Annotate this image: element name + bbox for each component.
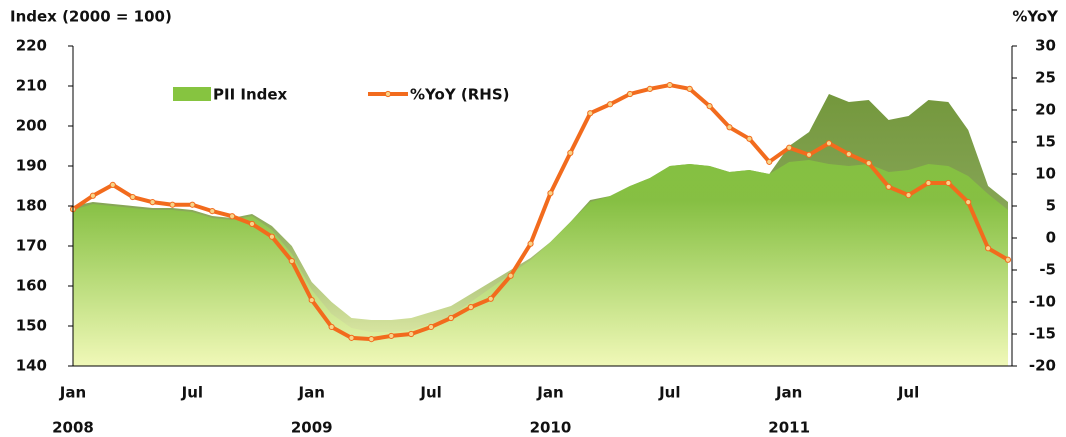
y-tick-label: 220 [16, 37, 47, 55]
marker [487, 295, 494, 302]
marker [845, 151, 852, 158]
legend-label: PII Index [213, 86, 288, 104]
marker [169, 201, 176, 208]
marker [447, 314, 455, 322]
y2-tick-label: 25 [1035, 69, 1056, 87]
marker [965, 199, 972, 206]
marker [726, 124, 733, 131]
marker [746, 135, 753, 142]
marker [527, 240, 534, 247]
y2-tick-label: -5 [1039, 261, 1056, 279]
marker [129, 193, 136, 201]
x-year-label: 2011 [768, 419, 810, 437]
marker [925, 179, 932, 187]
legend-label: %YoY (RHS) [410, 86, 510, 104]
marker [587, 110, 594, 117]
area [73, 160, 1008, 366]
y2-tick-label: 10 [1035, 165, 1056, 183]
y-tick-label: 190 [16, 157, 47, 175]
x-tick-label: Jul [897, 384, 919, 402]
marker [308, 296, 315, 304]
marker [567, 149, 574, 156]
marker [89, 192, 96, 199]
x-year-label: 2009 [291, 419, 333, 437]
marker [268, 233, 276, 240]
y2-axis-label: %YoY [1012, 8, 1059, 26]
marker [328, 323, 335, 331]
x-tick-label: Jul [419, 384, 441, 402]
marker [805, 151, 813, 158]
y2-tick-label: -20 [1029, 357, 1056, 375]
x-tick-label: Jan [536, 384, 563, 402]
marker [507, 272, 514, 279]
marker [626, 90, 634, 98]
marker [467, 304, 474, 311]
marker [109, 181, 116, 188]
marker [229, 213, 236, 220]
y2-tick-label: 20 [1035, 101, 1056, 119]
marker [547, 190, 554, 197]
y2-tick-label: 5 [1046, 197, 1056, 215]
marker [686, 85, 693, 92]
marker [825, 140, 833, 147]
marker [388, 332, 395, 340]
x-tick-label: Jul [658, 384, 680, 402]
y-tick-label: 200 [16, 117, 47, 135]
x-tick-label: Jan [298, 384, 325, 402]
x-year-label: 2010 [530, 419, 572, 437]
x-tick-label: Jan [775, 384, 802, 402]
marker [189, 201, 196, 208]
marker [408, 330, 415, 338]
marker [149, 199, 156, 206]
marker [288, 257, 295, 265]
marker [209, 208, 216, 215]
y2-tick-label: 0 [1046, 229, 1056, 247]
y-tick-label: 140 [16, 357, 47, 375]
y-tick-label: 160 [16, 277, 47, 295]
marker [248, 220, 256, 228]
marker [348, 334, 355, 341]
marker [607, 101, 614, 108]
marker [905, 192, 912, 199]
y2-tick-label: -15 [1029, 325, 1056, 343]
marker [427, 323, 435, 331]
y-axis-label: Index (2000 = 100) [10, 8, 172, 26]
marker [885, 183, 892, 190]
marker [368, 336, 375, 343]
y-tick-label: 170 [16, 237, 47, 255]
y2-tick-label: 15 [1035, 133, 1056, 151]
y2-tick-label: -10 [1029, 293, 1056, 311]
marker [985, 245, 992, 252]
y-tick-label: 210 [16, 77, 47, 95]
legend-swatch [173, 87, 211, 101]
marker [666, 81, 673, 89]
line [71, 83, 1010, 342]
y2-tick-label: 30 [1035, 37, 1056, 55]
marker [646, 85, 654, 92]
marker [945, 179, 952, 187]
y-tick-label: 150 [16, 317, 47, 335]
x-tick-label: Jan [59, 384, 86, 402]
legend-swatch [384, 90, 392, 98]
marker [1004, 256, 1012, 263]
marker [766, 158, 773, 165]
marker [865, 160, 872, 167]
marker [706, 103, 713, 110]
x-tick-label: Jul [181, 384, 203, 402]
marker [786, 144, 793, 151]
y-tick-label: 180 [16, 197, 47, 215]
x-year-label: 2008 [52, 419, 94, 437]
